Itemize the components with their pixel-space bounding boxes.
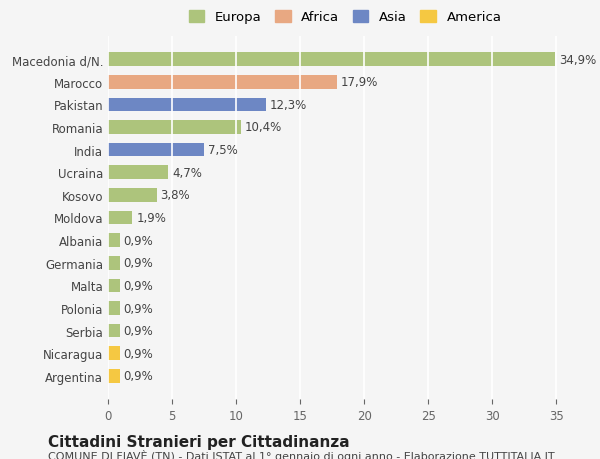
Bar <box>108 144 204 157</box>
Bar <box>108 98 266 112</box>
Text: 10,4%: 10,4% <box>245 121 283 134</box>
Text: 12,3%: 12,3% <box>269 99 307 112</box>
Text: 7,5%: 7,5% <box>208 144 238 157</box>
Text: COMUNE DI FIAVÈ (TN) - Dati ISTAT al 1° gennaio di ogni anno - Elaborazione TUTT: COMUNE DI FIAVÈ (TN) - Dati ISTAT al 1° … <box>48 449 554 459</box>
Bar <box>108 166 168 179</box>
Text: 17,9%: 17,9% <box>341 76 379 89</box>
Bar <box>108 324 119 338</box>
Text: 0,9%: 0,9% <box>124 234 153 247</box>
Text: 4,7%: 4,7% <box>172 166 202 179</box>
Text: 0,9%: 0,9% <box>124 279 153 292</box>
Bar <box>108 53 555 67</box>
Text: 0,9%: 0,9% <box>124 369 153 382</box>
Bar <box>108 257 119 270</box>
Bar <box>108 234 119 247</box>
Legend: Europa, Africa, Asia, America: Europa, Africa, Asia, America <box>185 7 505 28</box>
Bar <box>108 347 119 360</box>
Bar <box>108 279 119 292</box>
Text: 34,9%: 34,9% <box>559 54 596 67</box>
Bar <box>108 302 119 315</box>
Bar <box>108 369 119 383</box>
Text: 1,9%: 1,9% <box>136 212 166 224</box>
Text: 0,9%: 0,9% <box>124 257 153 270</box>
Text: 3,8%: 3,8% <box>161 189 190 202</box>
Bar <box>108 76 337 90</box>
Bar <box>108 211 133 225</box>
Text: 0,9%: 0,9% <box>124 302 153 315</box>
Text: 0,9%: 0,9% <box>124 325 153 337</box>
Bar <box>108 189 157 202</box>
Text: 0,9%: 0,9% <box>124 347 153 360</box>
Text: Cittadini Stranieri per Cittadinanza: Cittadini Stranieri per Cittadinanza <box>48 434 350 449</box>
Bar <box>108 121 241 134</box>
